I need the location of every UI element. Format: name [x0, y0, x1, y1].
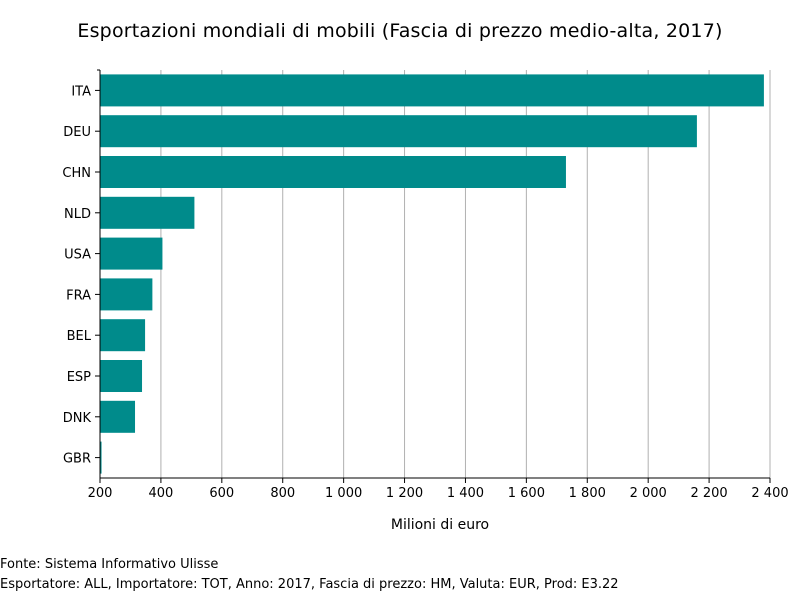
- category-label: USA: [64, 248, 91, 263]
- x-tick-label: 1 600: [508, 486, 545, 501]
- source-note: Fonte: Sistema Informativo Ulisse: [0, 557, 219, 572]
- category-label: BEL: [67, 329, 92, 344]
- x-tick-label: 800: [270, 486, 295, 501]
- bar-chn: [100, 156, 566, 188]
- x-tick-label: 2 000: [630, 486, 667, 501]
- category-label: CHN: [62, 166, 91, 181]
- x-axis-title: Milioni di euro: [391, 517, 489, 533]
- x-tick-label: 1 000: [325, 486, 362, 501]
- bar-dnk: [100, 400, 136, 433]
- category-label: ITA: [71, 84, 91, 99]
- category-label: DEU: [63, 125, 91, 140]
- category-label: ESP: [67, 370, 91, 385]
- bar-esp: [100, 360, 143, 392]
- bars: [100, 74, 764, 474]
- bar-gbr: [100, 441, 102, 474]
- category-label: GBR: [63, 452, 91, 467]
- x-tick-label: 1 400: [447, 486, 484, 501]
- details-note: Esportatore: ALL, Importatore: TOT, Anno…: [0, 577, 619, 592]
- category-label: NLD: [64, 207, 91, 222]
- bar-fra: [100, 278, 153, 311]
- x-tick-label: 1 800: [569, 486, 606, 501]
- category-label: DNK: [63, 411, 92, 426]
- x-tick-label: 600: [209, 486, 234, 501]
- x-tick-label: 1 200: [386, 486, 423, 501]
- x-tick-label: 200: [88, 486, 113, 501]
- bar-deu: [100, 115, 697, 148]
- x-tick-label: 2 200: [690, 486, 727, 501]
- bar-bel: [100, 319, 146, 352]
- chart-title: Esportazioni mondiali di mobili (Fascia …: [77, 20, 723, 42]
- x-tick-label: 2 400: [751, 486, 788, 501]
- category-label: FRA: [66, 288, 91, 303]
- x-tick-label: 400: [148, 486, 173, 501]
- bar-ita: [100, 74, 764, 107]
- bar-usa: [100, 237, 163, 270]
- tick-labels: 200 400 600 800 1 000 1 200 1 400 1 600 1 800 2 0…: [62, 84, 788, 501]
- axes: [95, 69, 771, 483]
- bar-nld: [100, 196, 195, 229]
